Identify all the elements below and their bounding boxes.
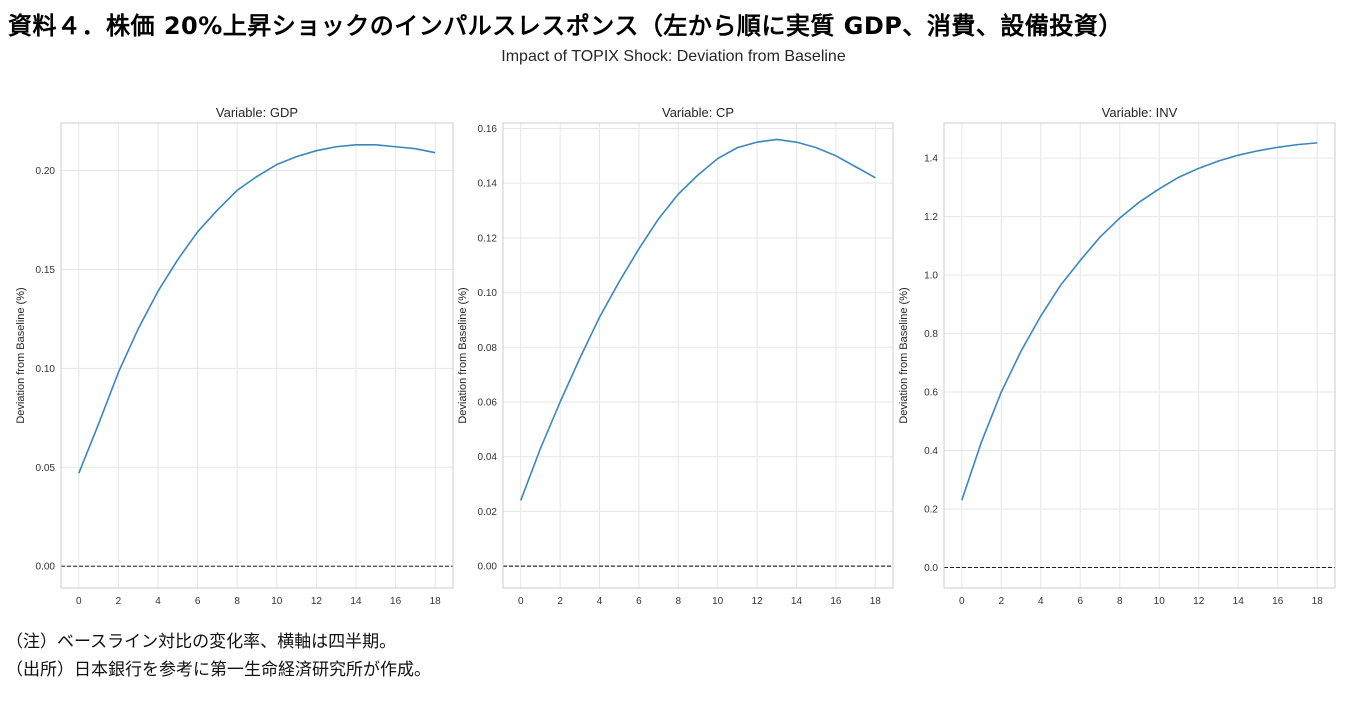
y-axis-label: Deviation from Baseline (%) (898, 287, 910, 423)
y-tick-label: 0.04 (478, 452, 498, 463)
series-line (961, 142, 1318, 501)
y-tick-label: 0.00 (36, 562, 56, 573)
x-tick-label: 8 (676, 596, 682, 607)
x-tick-label: 2 (116, 596, 122, 607)
x-tick-label: 16 (390, 596, 402, 607)
x-tick-label: 0 (76, 596, 82, 607)
y-tick-label: 0.02 (478, 507, 498, 518)
x-tick-label: 16 (830, 596, 842, 607)
series-line (78, 143, 436, 474)
y-tick-label: 0.15 (36, 265, 56, 276)
x-tick-label: 12 (752, 596, 764, 607)
x-tick-label: 2 (998, 596, 1004, 607)
y-tick-label: 0.08 (478, 343, 498, 354)
x-tick-label: 4 (597, 596, 603, 607)
source-line: （出所）日本銀行を参考に第一生命経済研究所が作成。 (6, 660, 431, 680)
x-tick-label: 14 (350, 596, 362, 607)
y-tick-label: 0.0 (924, 563, 938, 574)
y-tick-label: 0.6 (924, 388, 938, 399)
x-tick-label: 18 (870, 596, 882, 607)
y-tick-label: 0.16 (478, 124, 498, 135)
x-tick-label: 0 (959, 596, 965, 607)
y-axis-label: Deviation from Baseline (%) (457, 287, 469, 423)
y-axis-label: Deviation from Baseline (%) (15, 287, 27, 423)
x-tick-label: 10 (1154, 596, 1166, 607)
notes: （注）ベースライン対比の変化率、横軸は四半期。 （出所）日本銀行を参考に第一生命… (6, 628, 431, 684)
y-tick-label: 0.06 (478, 398, 498, 409)
x-tick-label: 10 (712, 596, 724, 607)
x-tick-label: 6 (195, 596, 201, 607)
y-tick-label: 0.10 (478, 288, 498, 299)
note-line: （注）ベースライン対比の変化率、横軸は四半期。 (6, 632, 397, 652)
y-tick-label: 0.05 (36, 463, 56, 474)
panel-title: Variable: CP (662, 105, 734, 120)
panel-title: Variable: GDP (216, 105, 298, 120)
x-tick-label: 4 (155, 596, 161, 607)
x-tick-label: 18 (1312, 596, 1324, 607)
axes-frame (943, 122, 1336, 589)
x-tick-label: 8 (1117, 596, 1123, 607)
x-tick-label: 12 (311, 596, 323, 607)
y-tick-label: 0.12 (478, 233, 498, 244)
axes-frame (60, 122, 454, 589)
y-tick-label: 0.2 (924, 505, 938, 516)
chart-panel-3: 0 2 4 6 8 10 12 14 16 18 0.0 0.2 0.4 0.6 0.8 1.0 1.2 1.4 V… (898, 105, 1336, 607)
y-tick-label: 0.4 (924, 446, 938, 457)
x-tick-label: 6 (1077, 596, 1083, 607)
y-tick-label: 0.00 (478, 562, 498, 573)
chart-panel-2: 0 2 4 6 8 10 12 14 16 18 0.00 0.02 0.04 0.06 0.08 0.10 0… (457, 105, 894, 607)
figure-title: Impact of TOPIX Shock: Deviation from Ba… (501, 48, 846, 65)
x-tick-label: 14 (1233, 596, 1245, 607)
series-line (519, 138, 876, 501)
y-tick-label: 1.4 (924, 154, 938, 165)
x-tick-label: 8 (234, 596, 240, 607)
x-tick-label: 14 (791, 596, 803, 607)
y-tick-label: 1.2 (924, 212, 938, 223)
x-tick-label: 18 (430, 596, 442, 607)
y-tick-label: 0.10 (36, 364, 56, 375)
x-tick-label: 4 (1038, 596, 1044, 607)
y-tick-label: 0.8 (924, 329, 938, 340)
chart-panel-1: 0 2 4 6 8 10 12 14 16 18 0.00 0.05 0.10 0.15 0.20 Varia… (15, 105, 454, 607)
page-title: 資料４．株価 20%上昇ショックのインパルスレスポンス（左から順に実質 GDP、… (8, 12, 1123, 40)
y-tick-label: 0.20 (36, 166, 56, 177)
axes-frame (502, 122, 894, 589)
y-tick-label: 0.14 (478, 179, 498, 190)
x-tick-label: 12 (1193, 596, 1205, 607)
x-tick-label: 10 (271, 596, 283, 607)
x-tick-label: 16 (1272, 596, 1284, 607)
panel-title: Variable: INV (1102, 105, 1178, 120)
x-tick-label: 6 (636, 596, 642, 607)
x-tick-label: 2 (557, 596, 563, 607)
y-tick-label: 1.0 (924, 271, 938, 282)
x-tick-label: 0 (518, 596, 524, 607)
